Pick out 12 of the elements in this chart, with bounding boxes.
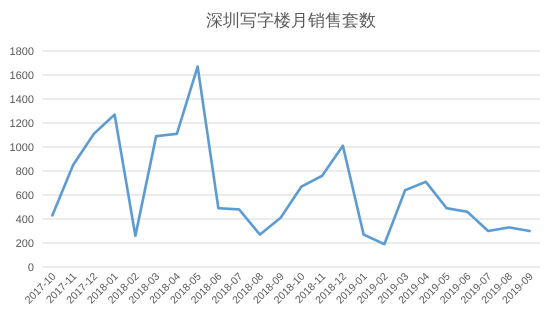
y-tick-label: 600 [16,190,34,202]
y-tick-label: 1400 [10,94,34,106]
line-series [51,65,531,246]
y-tick-label: 800 [16,166,34,178]
y-tick-label: 1600 [10,70,34,82]
y-tick-label: 0 [28,262,34,274]
chart-title: 深圳写字楼月销售套数 [206,11,376,30]
y-tick-label: 1000 [10,142,34,154]
y-tick-label: 200 [16,238,34,250]
y-tick-label: 1800 [10,46,34,58]
y-tick-label: 400 [16,214,34,226]
y-tick-label: 1200 [10,118,34,130]
